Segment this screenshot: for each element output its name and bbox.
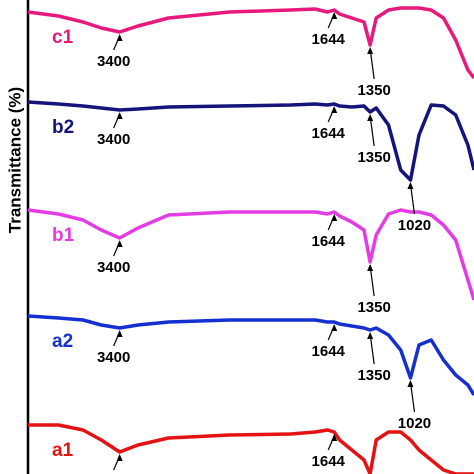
arrow-head <box>116 240 123 247</box>
arrow-head <box>367 47 374 54</box>
arrow-head <box>407 380 414 387</box>
annotation-label: 1020 <box>398 217 431 234</box>
arrow-head <box>367 264 374 271</box>
arrow-head <box>331 106 338 113</box>
series-label: a1 <box>52 440 74 461</box>
annotation-label: 3400 <box>97 473 130 474</box>
annotation-label: 1644 <box>312 125 346 142</box>
annotation-label: 1350 <box>357 299 390 316</box>
annotation-label: 1350 <box>357 149 390 166</box>
annotation-label: 3400 <box>97 349 130 366</box>
series-label: a2 <box>52 331 73 352</box>
arrow-head <box>116 454 123 461</box>
annotation-label: 3400 <box>97 53 130 70</box>
y-axis-label: Transmittance (%) <box>5 87 24 233</box>
annotation-label: 3400 <box>97 131 130 148</box>
annotation-label: 3400 <box>97 259 130 276</box>
annotation-label: 1350 <box>357 367 390 384</box>
annotation-label: 1644 <box>312 343 346 360</box>
spectrum-line <box>27 6 474 80</box>
arrow-head <box>367 114 374 121</box>
annotation-label: 1020 <box>398 415 431 432</box>
spectrum-line <box>27 314 474 396</box>
annotation-label: 1644 <box>312 453 346 470</box>
annotation-label: 1644 <box>312 233 346 250</box>
arrow-head <box>367 332 374 339</box>
arrow-head <box>331 434 338 441</box>
arrow-head <box>331 12 338 19</box>
arrow-head <box>331 324 338 331</box>
series-label: b2 <box>52 117 74 138</box>
series-label: b1 <box>52 225 75 246</box>
spectrum-line <box>27 208 474 301</box>
arrow-head <box>407 182 414 189</box>
series-label: c1 <box>52 27 74 48</box>
arrow-head <box>331 214 338 221</box>
spectrum-line <box>27 100 474 182</box>
arrow-head <box>116 330 123 337</box>
arrow-head <box>116 34 123 41</box>
annotation-label: 1350 <box>357 82 390 99</box>
arrow-head <box>116 112 123 119</box>
spectrum-line <box>28 423 474 474</box>
annotation-label: 1644 <box>312 31 346 48</box>
